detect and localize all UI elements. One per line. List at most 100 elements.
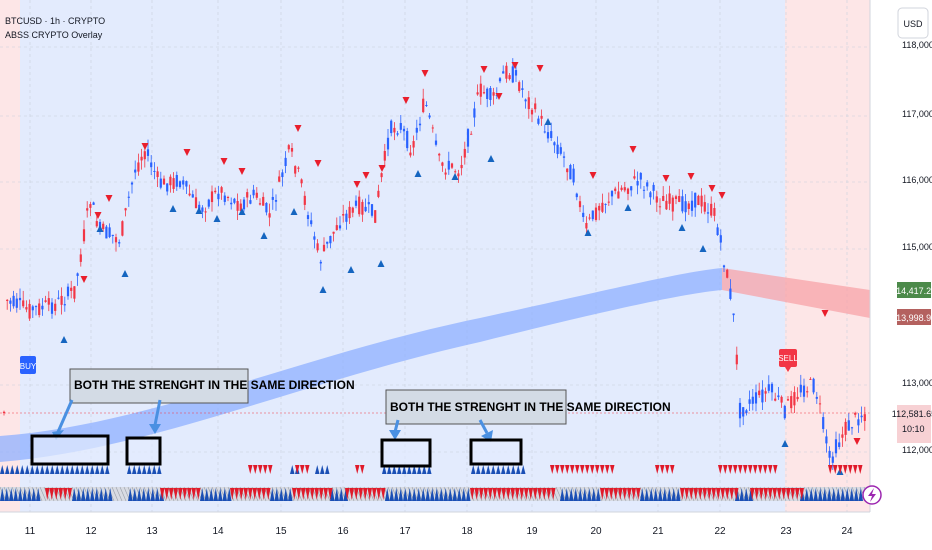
- annotation-2[interactable]: BOTH THE STRENGHT IN THE SAME DIRECTION: [385, 389, 671, 425]
- strength-red-mark: [853, 465, 858, 474]
- candle-body: [745, 410, 748, 414]
- strength-red-mark: [253, 465, 258, 474]
- strength-blue-mark: [849, 488, 854, 501]
- candle-body: [86, 208, 89, 211]
- tradingview-logo-icon[interactable]: [862, 485, 882, 505]
- strength-blue-mark: [5, 465, 10, 474]
- candle-body: [774, 398, 777, 401]
- strength-blue-mark: [809, 488, 814, 501]
- candle-body: [223, 195, 226, 202]
- candle-body: [322, 244, 326, 252]
- candle-body: [412, 141, 415, 148]
- currency-button[interactable]: USD: [897, 7, 929, 39]
- strength-blue-mark: [15, 465, 20, 474]
- up-triangle-marker: [624, 204, 632, 211]
- candle-body: [585, 222, 588, 229]
- strength-red-mark: [528, 488, 533, 500]
- candle-body: [860, 415, 863, 418]
- highlight-boxes: [30, 434, 523, 468]
- strength-red-mark: [381, 488, 386, 500]
- strength-blue-mark: [452, 488, 457, 501]
- date-label-16: 16: [337, 526, 349, 537]
- strength-red-mark: [565, 465, 570, 474]
- candle-body: [812, 378, 815, 393]
- strength-blue-mark: [55, 465, 60, 474]
- candle-body: [137, 162, 140, 172]
- strength-blue-mark: [564, 488, 569, 501]
- candle-body: [386, 137, 390, 150]
- candle-body: [249, 200, 252, 204]
- strength-red-mark: [363, 488, 368, 500]
- candle-body: [847, 420, 850, 431]
- strength-blue-mark: [70, 465, 75, 474]
- strength-blue-mark: [45, 465, 50, 474]
- time-axis-labels: 11 12 13 14 15 16 17 18 19 20 21 22 23 24: [25, 526, 853, 537]
- candle-body: [639, 173, 642, 180]
- symbol-title[interactable]: BTCUSD · 1h · CRYPTO: [5, 16, 105, 26]
- candle-body: [729, 288, 732, 299]
- strength-red-mark: [49, 488, 54, 500]
- strength-blue-mark: [818, 488, 823, 501]
- strength-red-mark: [519, 488, 524, 500]
- candle-body: [655, 196, 658, 203]
- strength-red-mark: [510, 488, 515, 500]
- strength-red-mark: [750, 488, 755, 500]
- candle-body: [607, 201, 610, 203]
- strength-blue-mark: [476, 465, 481, 474]
- candle-body: [761, 389, 764, 403]
- strength-red-mark: [600, 488, 605, 500]
- annotation-arrows: [52, 399, 493, 442]
- date-label-24: 24: [841, 526, 853, 537]
- strength-red-mark: [470, 488, 475, 500]
- strength-blue-mark: [0, 488, 5, 501]
- candle-body: [630, 186, 633, 191]
- candle-body: [374, 210, 377, 223]
- candle-body: [572, 168, 575, 183]
- price-axis[interactable]: [870, 0, 932, 550]
- strength-blue-mark: [31, 488, 36, 501]
- strength-blue-mark: [667, 488, 672, 501]
- candle-body: [54, 303, 57, 311]
- candle-body: [274, 200, 278, 202]
- buy-label: BUY: [20, 356, 37, 374]
- strength-blue-mark: [339, 488, 344, 501]
- annotation-1[interactable]: BOTH THE STRENGHT IN THE SAME DIRECTION: [69, 368, 355, 404]
- strength-blue-mark: [739, 488, 744, 501]
- strength-blue-mark: [108, 488, 113, 501]
- candle-body: [345, 213, 348, 222]
- annotation-1-text: BOTH THE STRENGHT IN THE SAME DIRECTION: [74, 378, 355, 392]
- strength-red-mark: [613, 488, 618, 500]
- strength-red-mark: [848, 465, 853, 474]
- down-triangle-marker: [238, 168, 246, 175]
- candle-body: [79, 254, 82, 262]
- candle-body: [95, 221, 98, 227]
- strength-blue-mark: [155, 488, 160, 501]
- strength-red-mark: [319, 488, 324, 500]
- candle-body: [473, 108, 476, 118]
- strength-red-mark: [310, 488, 315, 500]
- strength-blue-mark: [466, 488, 471, 501]
- price-badge-green-text: 114,417.23: [892, 286, 932, 296]
- strength-red-mark: [542, 488, 547, 500]
- strength-red-mark: [631, 488, 636, 500]
- candle-body: [502, 71, 505, 74]
- candle-body: [575, 193, 578, 198]
- strength-blue-mark: [334, 488, 339, 501]
- strength-blue-mark: [320, 465, 325, 474]
- candle-body: [12, 295, 15, 307]
- candle-body: [124, 208, 127, 211]
- up-triangle-marker: [238, 208, 246, 215]
- strength-red-mark: [733, 465, 738, 474]
- candle-body: [28, 303, 31, 319]
- candle-body: [319, 261, 322, 264]
- strength-red-mark: [684, 488, 689, 500]
- candle-body: [402, 128, 406, 132]
- candle-body: [217, 193, 220, 200]
- candle-body: [694, 192, 697, 208]
- indicator-title[interactable]: ABSS CRYPTO Overlay: [5, 30, 103, 40]
- time-axis[interactable]: [0, 512, 870, 550]
- strength-red-mark: [295, 465, 300, 474]
- candle-body: [751, 396, 754, 404]
- candle-body: [457, 173, 460, 177]
